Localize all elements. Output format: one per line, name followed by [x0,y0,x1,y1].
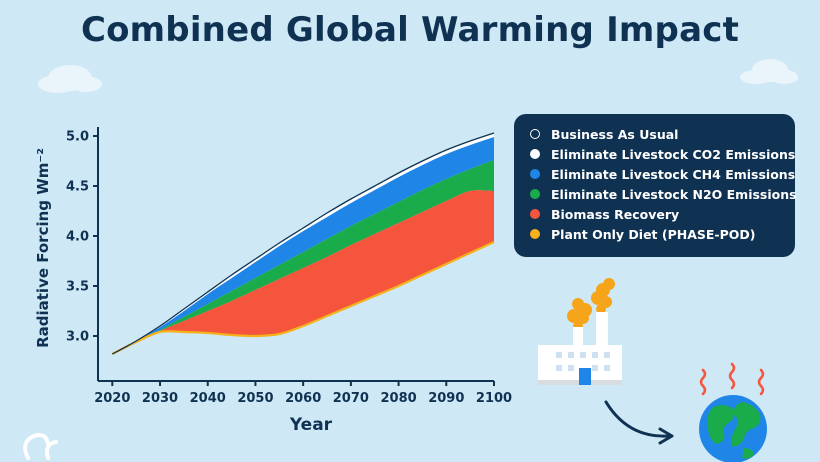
chart-title: Combined Global Warming Impact [80,10,740,50]
legend: Business As Usual Eliminate Livestock CO2… [514,114,797,257]
band-n2o [112,160,495,354]
x-tick-label: 2060 [285,391,321,406]
legend-swatch [530,229,540,239]
y-tick-label: 4.5 [66,180,89,195]
line-plant-only-diet [111,240,495,355]
y-axis-label: Radiative Forcing Wm⁻² [34,148,52,348]
x-tick-label: 2070 [333,391,369,406]
band-ch4 [112,137,495,354]
legend-item: Biomass Recovery [530,204,783,224]
legend-swatch [530,209,540,219]
legend-label: Plant Only Diet (PHASE-POD) [551,226,756,242]
line-business-as-usual [111,132,495,355]
x-tick-label: 2100 [476,391,512,406]
chart-areas [111,132,495,355]
chart-axes: 3.0 3.5 4.0 4.5 5.0 2020 2030 2040 2050 2060 2070 2… [66,127,512,406]
legend-label: Business As Usual [551,126,679,142]
y-tick-label: 4.0 [66,230,89,245]
y-tick-label: 3.5 [66,280,89,295]
x-tick-label: 2030 [142,391,178,406]
y-tick-label: 3.0 [66,330,89,345]
x-tick-label: 2040 [190,391,226,406]
x-tick-label: 2050 [237,391,273,406]
legend-label: Eliminate Livestock CO2 Emissions [551,146,796,162]
y-tick-label: 5.0 [66,130,89,145]
legend-swatch [530,189,540,199]
legend-item: Eliminate Livestock CO2 Emissions [530,144,795,164]
legend-label: Eliminate Livestock N2O Emissions [551,186,797,202]
x-tick-label: 2020 [94,391,130,406]
x-axis-label: Year [289,415,333,435]
legend-label: Biomass Recovery [551,206,680,222]
legend-label: Eliminate Livestock CH4 Emissions [551,166,796,182]
legend-item: Plant Only Diet (PHASE-POD) [530,224,783,244]
legend-swatch [530,149,540,159]
legend-item: Eliminate Livestock CH4 Emissions [530,164,795,184]
x-tick-label: 2090 [428,391,464,406]
x-tick-label: 2080 [380,391,416,406]
legend-item: Eliminate Livestock N2O Emissions [530,184,797,204]
band-biomass [112,190,495,354]
legend-swatch [530,169,540,179]
legend-swatch [530,129,540,139]
legend-item: Business As Usual [530,124,783,144]
